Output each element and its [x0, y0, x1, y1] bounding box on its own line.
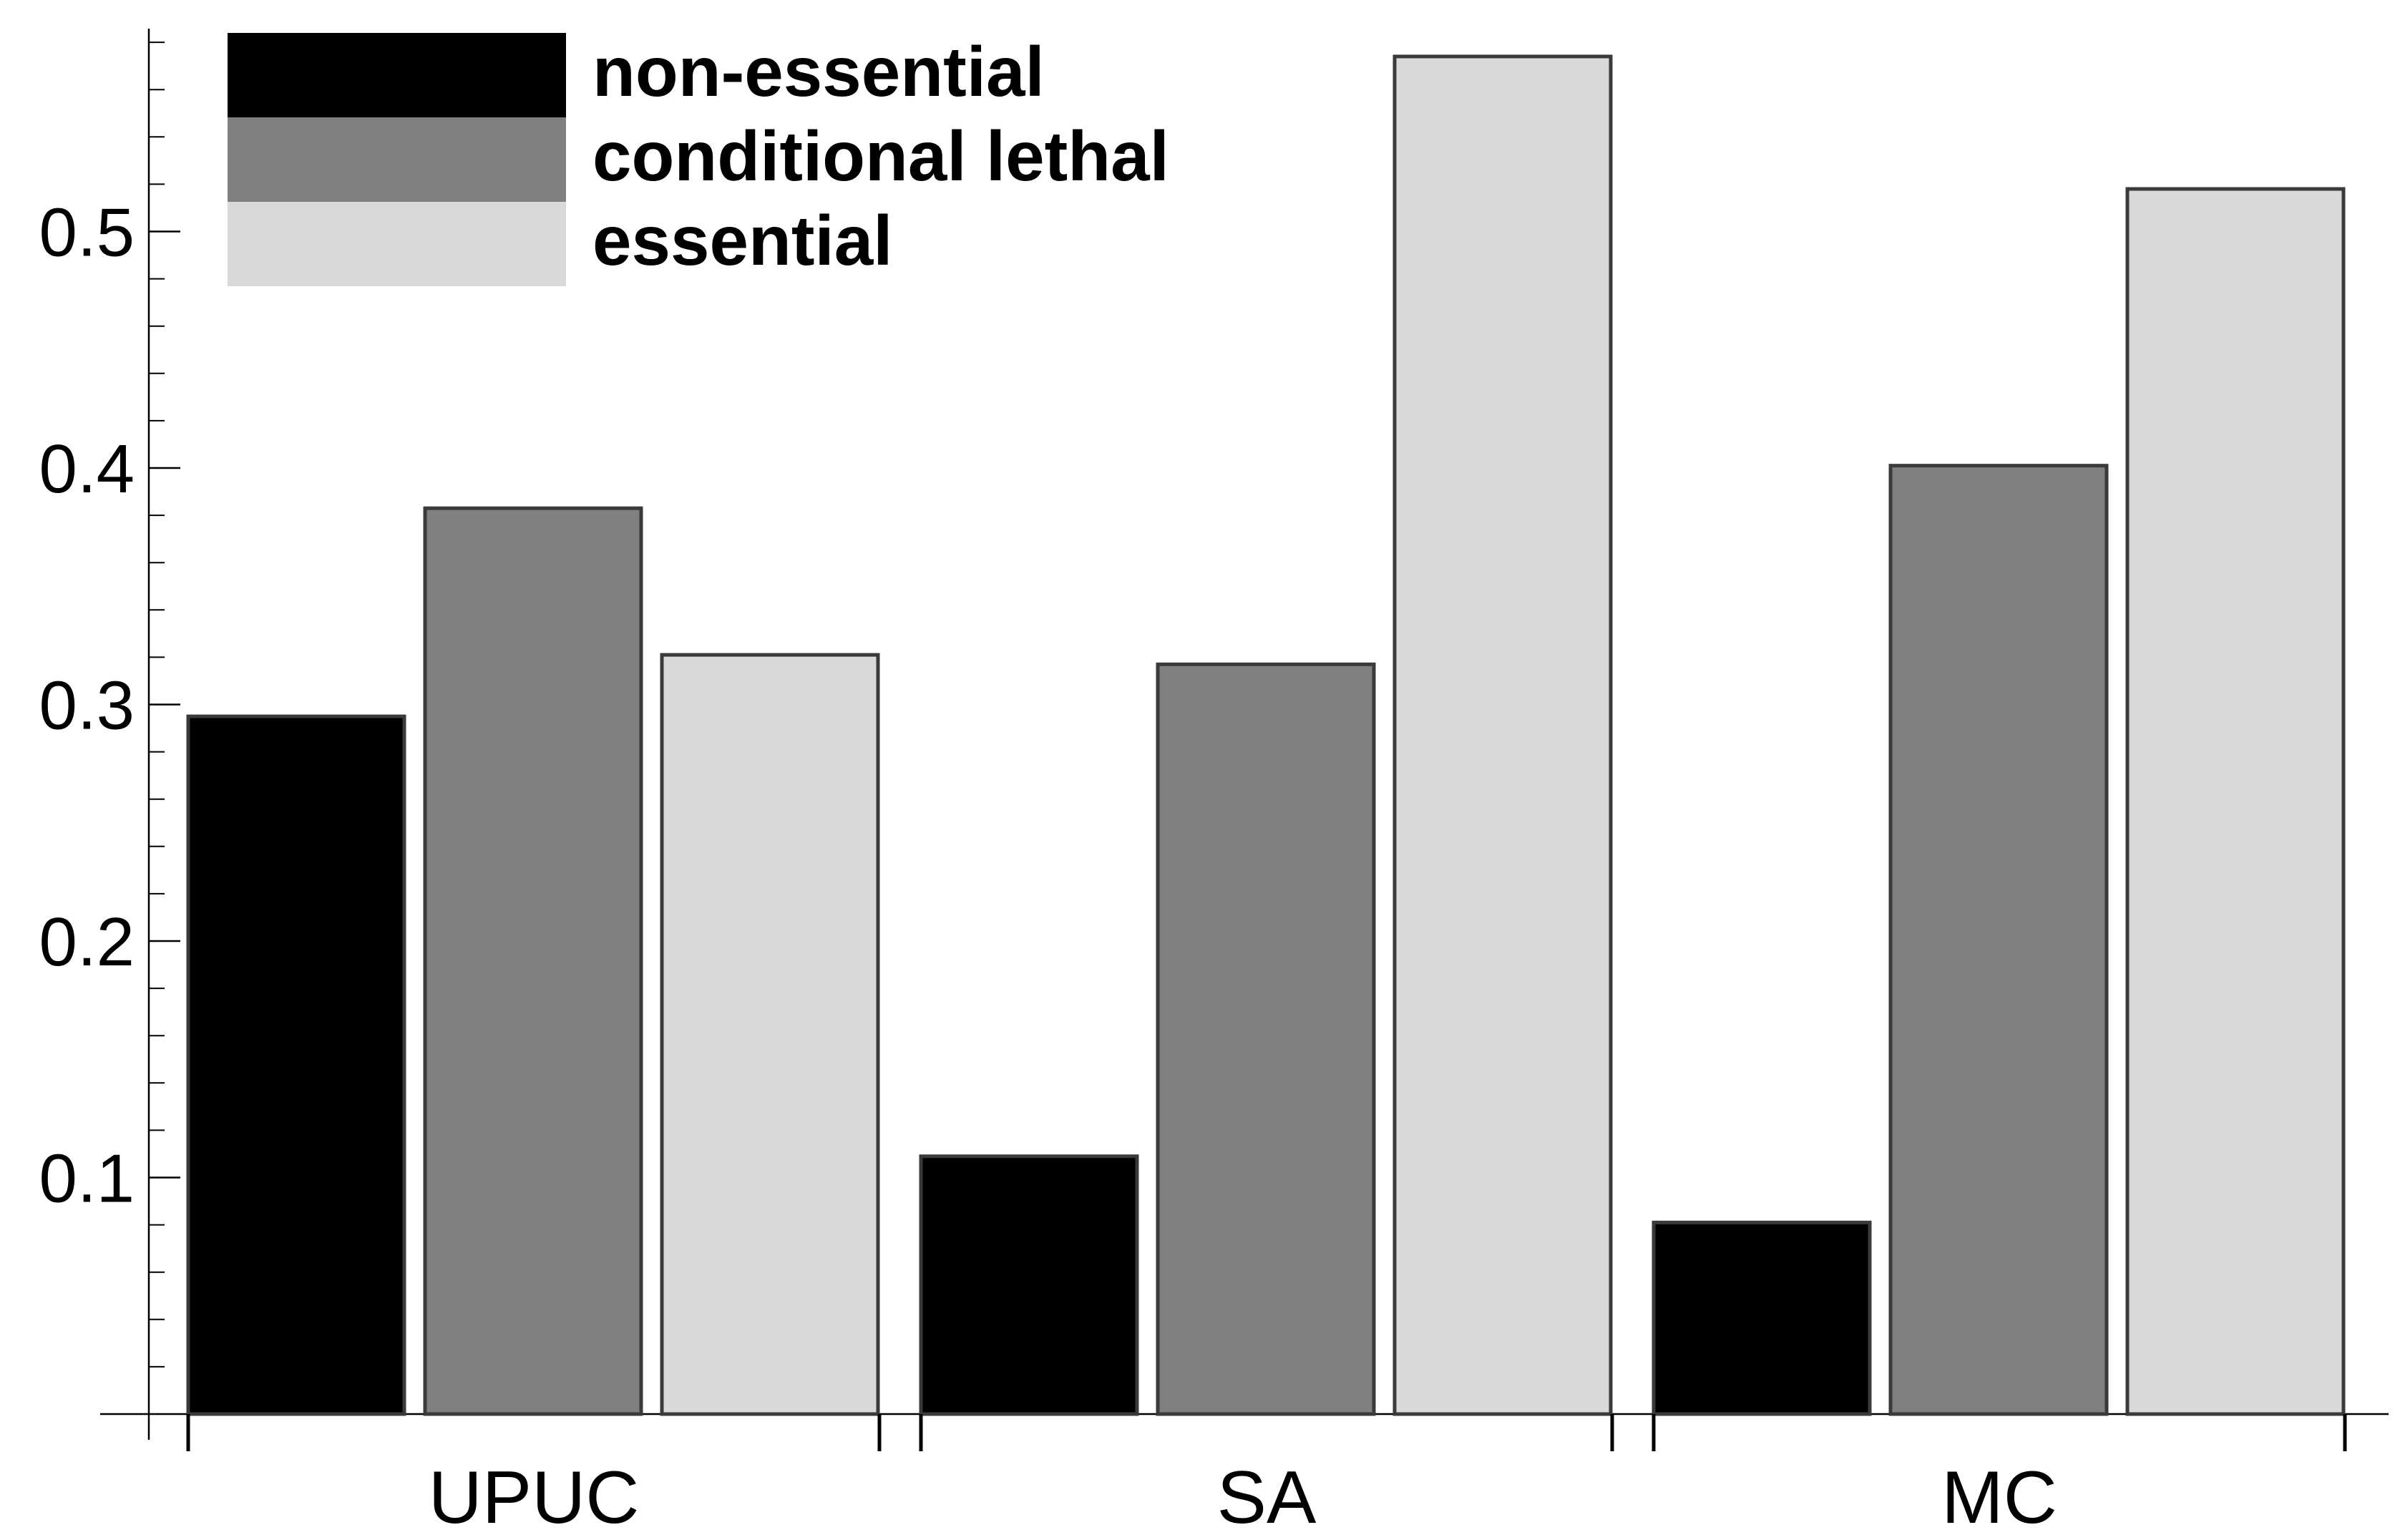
y-tick-label: 0.5 — [39, 195, 135, 271]
x-category-label: UPUC — [429, 1456, 640, 1539]
legend-swatch — [228, 202, 566, 286]
legend-swatch — [228, 33, 566, 117]
bar-upuc-essential — [660, 653, 880, 1416]
bar-sa-conditional-lethal — [1156, 662, 1376, 1416]
y-tick-label: 0.4 — [39, 431, 135, 507]
bar-sa-non-essential — [919, 1154, 1139, 1416]
bar-upuc-non-essential — [186, 714, 406, 1416]
bars — [186, 54, 2346, 1416]
legend-swatch — [228, 117, 566, 202]
legend-label: conditional lethal — [592, 117, 1169, 195]
bar-mc-non-essential — [1652, 1220, 1872, 1416]
bar-mc-conditional-lethal — [1888, 464, 2109, 1416]
legend-label: non-essential — [592, 32, 1045, 111]
x-category-label: SA — [1217, 1456, 1317, 1539]
y-tick-label: 0.1 — [39, 1141, 135, 1217]
x-axis-category-labels: UPUC SA MC — [186, 1414, 2347, 1539]
bar-mc-essential — [2125, 187, 2346, 1416]
x-category-label: MC — [1941, 1456, 2057, 1539]
y-tick-label: 0.2 — [39, 904, 135, 980]
y-axis-ticks: 0.1 0.2 0.3 0.4 0.5 — [39, 42, 180, 1368]
bar-sa-essential — [1392, 54, 1613, 1416]
y-tick-label: 0.3 — [39, 668, 135, 744]
bar-upuc-conditional-lethal — [423, 506, 643, 1416]
legend-label: essential — [592, 201, 892, 280]
